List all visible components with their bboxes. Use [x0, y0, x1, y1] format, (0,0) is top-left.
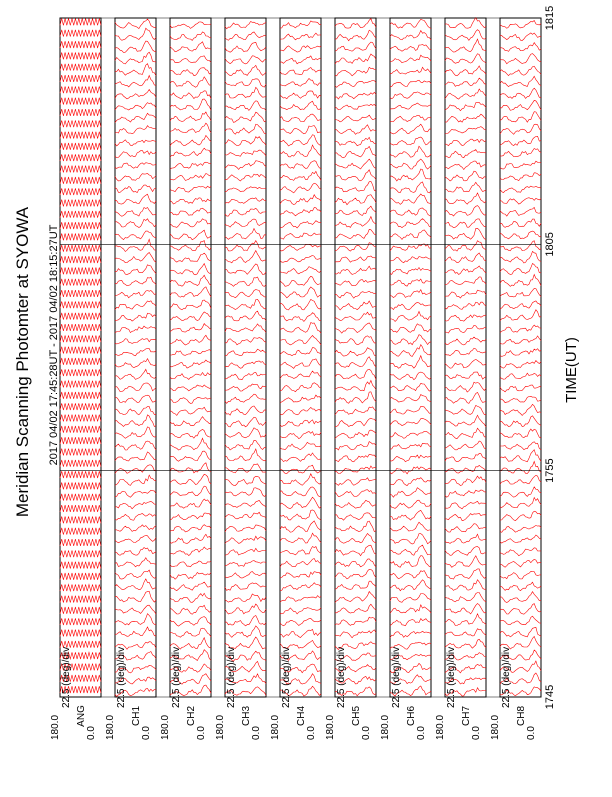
scale-label: 22.5 (deg)/div — [281, 647, 292, 708]
y-tick-180: 180.0 — [490, 715, 501, 740]
y-tick-180: 180.0 — [325, 715, 336, 740]
panel-label-ch8: CH8 — [516, 706, 527, 726]
panel-frame-ch1 — [114, 17, 157, 698]
x-axis-label: TIME(UT) — [563, 337, 580, 403]
y-tick-180: 180.0 — [435, 715, 446, 740]
y-tick-180: 180.0 — [215, 715, 226, 740]
panel-label-ch7: CH7 — [461, 706, 472, 726]
chart-title: Meridian Scanning Photomter at SYOWA — [13, 206, 32, 517]
panel-frame-ang — [59, 17, 102, 698]
panel-label-ch4: CH4 — [296, 706, 307, 726]
scale-label: 22.5 (deg)/div — [116, 647, 127, 708]
y-tick-0: 0.0 — [251, 726, 262, 740]
trace-lines-ch7 — [444, 16, 487, 697]
scale-label: 22.5 (deg)/div — [171, 647, 182, 708]
scale-label: 22.5 (deg)/div — [226, 647, 237, 708]
panel-label-ch5: CH5 — [351, 706, 362, 726]
scale-label: 22.5 (deg)/div — [446, 647, 457, 708]
panel-label-ang: ANG — [76, 705, 87, 727]
trace-lines-ch3 — [224, 21, 267, 696]
panel-label-ch6: CH6 — [406, 706, 417, 726]
panel-frame-ch4 — [279, 17, 322, 698]
panel-frame-ch3 — [224, 17, 267, 698]
trace-lines-ch8 — [499, 20, 542, 697]
y-tick-0: 0.0 — [416, 726, 427, 740]
y-tick-180: 180.0 — [50, 715, 61, 740]
panel-frame-ch7 — [444, 17, 487, 698]
trace-lines-ch2 — [169, 21, 212, 696]
scale-label: 22.5 (deg)/div — [61, 647, 72, 708]
y-tick-0: 0.0 — [141, 726, 152, 740]
y-tick-0: 0.0 — [526, 726, 537, 740]
y-tick-0: 0.0 — [196, 726, 207, 740]
y-tick-0: 0.0 — [86, 726, 97, 740]
x-tick-label-1805: 1805 — [544, 232, 556, 256]
trace-lines-ch4 — [279, 20, 322, 697]
scale-label: 22.5 (deg)/div — [501, 647, 512, 708]
trace-lines-ch5 — [334, 17, 377, 697]
scale-label: 22.5 (deg)/div — [336, 647, 347, 708]
trace-lines-ch6 — [389, 18, 432, 697]
y-tick-0: 0.0 — [306, 726, 317, 740]
y-tick-180: 180.0 — [380, 715, 391, 740]
trace-lines-ang — [59, 18, 102, 694]
scale-label: 22.5 (deg)/div — [391, 647, 402, 708]
panel-label-ch1: CH1 — [131, 706, 142, 726]
trace-lines-ch1 — [114, 18, 157, 697]
x-tick-label-1755: 1755 — [544, 458, 556, 482]
panel-label-ch2: CH2 — [186, 706, 197, 726]
x-tick-label-1815: 1815 — [544, 6, 556, 30]
y-tick-180: 180.0 — [270, 715, 281, 740]
chart-subtitle: 2017 04/02 17:45:28UT - 2017 04/02 18:15… — [48, 224, 60, 465]
panel-label-ch3: CH3 — [241, 706, 252, 726]
x-tick-label-1745: 1745 — [544, 685, 556, 709]
y-tick-0: 0.0 — [471, 726, 482, 740]
y-tick-180: 180.0 — [160, 715, 171, 740]
y-tick-0: 0.0 — [361, 726, 372, 740]
y-tick-180: 180.0 — [105, 715, 116, 740]
